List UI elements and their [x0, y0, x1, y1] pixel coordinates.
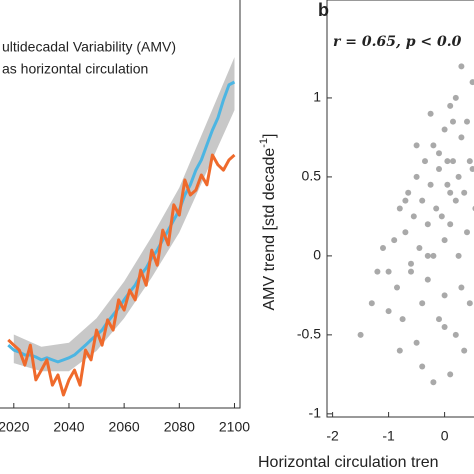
y-tick-label: -1	[309, 405, 322, 421]
scatter-point	[416, 244, 423, 251]
scatter-point	[419, 363, 426, 370]
scatter-point	[402, 229, 409, 236]
scatter-point	[452, 331, 459, 338]
y-axis-label-end: ]	[261, 134, 278, 138]
scatter-point	[444, 158, 451, 165]
x-tick-label: -2	[326, 428, 339, 444]
scatter-point	[385, 268, 392, 275]
y-tick-label: -0.5	[297, 326, 321, 342]
scatter-point	[396, 205, 403, 212]
y-tick-label: 0	[313, 247, 321, 263]
scatter-point	[464, 118, 470, 125]
scatter-point	[450, 158, 456, 165]
annotation: r = 0.65, p < 0.0	[333, 34, 462, 50]
series-line	[7, 153, 236, 397]
scatter-point	[380, 244, 386, 251]
scatter-point	[419, 197, 426, 204]
y-axis-label: AMV trend [std decade-1]	[258, 134, 278, 311]
scatter-point	[394, 284, 400, 291]
scatter-point	[408, 260, 414, 267]
scatter-point	[455, 173, 462, 180]
scatter-point	[396, 347, 403, 354]
x-tick-label: -1	[382, 428, 395, 444]
scatter-point	[436, 166, 442, 173]
legend-label: as horizontal circulation	[2, 61, 148, 77]
x-tick-label: 2080	[164, 419, 195, 435]
scatter-point	[436, 150, 442, 157]
axes-frame	[0, 0, 241, 409]
legend-label: ultidecadal Variability (AMV)	[2, 39, 176, 55]
scatter-point	[374, 268, 381, 275]
scatter-point	[441, 323, 448, 330]
scatter-point	[399, 316, 406, 323]
scatter-point	[455, 252, 462, 259]
scatter-point	[447, 189, 454, 196]
x-tick-label: 0	[441, 428, 449, 444]
scatter-point	[450, 118, 456, 125]
scatter-point	[419, 300, 426, 307]
scatter-point	[427, 110, 434, 117]
y-tick-label: 0.5	[302, 168, 322, 184]
scatter-point	[410, 213, 417, 220]
scatter-point	[458, 284, 465, 291]
scatter-point	[427, 181, 434, 188]
scatter-point	[444, 181, 451, 188]
scatter-point	[413, 142, 420, 149]
scatter-point	[422, 158, 428, 165]
x-tick-label: 2060	[109, 419, 140, 435]
scatter-point	[385, 308, 392, 315]
scatter-point	[405, 189, 412, 196]
scatter-point	[433, 205, 440, 212]
y-axis-label-text: AMV trend [std decade	[261, 148, 278, 311]
scatter-point	[469, 79, 474, 86]
scatter-point	[447, 221, 454, 228]
scatter-point	[466, 300, 473, 307]
scatter-point	[424, 221, 431, 228]
scatter-point	[436, 316, 442, 323]
scatter-point	[466, 158, 473, 165]
scatter-point	[447, 371, 454, 378]
scatter-point	[391, 237, 398, 244]
scatter-point	[430, 379, 437, 386]
scatter-point	[452, 197, 459, 204]
scatter-point	[441, 237, 448, 244]
scatter-point	[452, 94, 459, 101]
x-tick-label: 2100	[219, 419, 250, 435]
scatter-point	[458, 63, 465, 70]
x-axis-label: Horizontal circulation tren	[258, 454, 439, 471]
scatter-point	[357, 331, 364, 338]
panel-label: b	[318, 0, 329, 20]
scatter-point	[441, 292, 448, 299]
scatter-point	[447, 102, 454, 109]
scatter-point	[413, 339, 420, 346]
scatter-point	[430, 142, 437, 149]
scatter-point	[469, 166, 474, 173]
scatter-point	[408, 268, 414, 275]
scatter-point	[424, 252, 431, 259]
scatter-point	[461, 347, 468, 354]
x-tick-label: 2040	[53, 419, 84, 435]
scatter-point	[438, 213, 445, 220]
scatter-point	[424, 276, 431, 283]
scatter-point	[368, 300, 375, 307]
scatter-point	[430, 252, 437, 259]
y-axis-label-sup: -1	[258, 138, 270, 148]
scatter-point	[441, 126, 448, 133]
y-tick-label: 1	[313, 89, 321, 105]
scatter-point	[461, 189, 468, 196]
scatter-point	[464, 229, 470, 236]
scatter-point	[458, 134, 465, 141]
scatter-point	[413, 173, 420, 180]
scatter-point	[402, 197, 409, 204]
x-tick-label: 2020	[0, 419, 30, 435]
axes-frame	[326, 0, 474, 418]
